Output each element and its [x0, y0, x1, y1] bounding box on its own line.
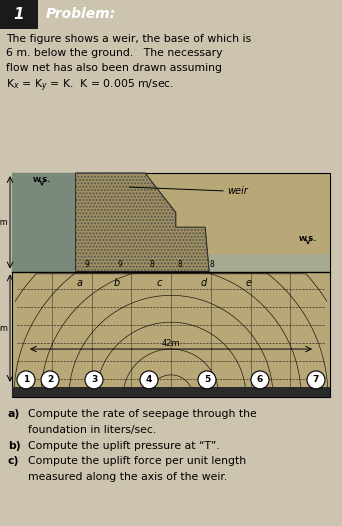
Text: 1: 1: [14, 7, 24, 22]
Circle shape: [251, 371, 269, 389]
Bar: [12, 387, 330, 397]
Text: 2: 2: [47, 376, 53, 385]
Text: The figure shows a weir, the base of which is: The figure shows a weir, the base of whi…: [6, 34, 251, 44]
Circle shape: [85, 371, 103, 389]
Text: c): c): [8, 457, 19, 467]
Circle shape: [41, 371, 59, 389]
Bar: [0, 0, 38, 29]
Text: 6 m. below the ground.   The necessary: 6 m. below the ground. The necessary: [6, 48, 223, 58]
Text: measured along the axis of the weir.: measured along the axis of the weir.: [28, 472, 227, 482]
Text: 3: 3: [91, 376, 97, 385]
Text: 6m: 6m: [0, 323, 8, 332]
Text: Compute the uplift force per unit length: Compute the uplift force per unit length: [28, 457, 246, 467]
Text: Problem:: Problem:: [46, 7, 116, 22]
Circle shape: [198, 371, 216, 389]
Text: e: e: [246, 278, 252, 288]
Text: Compute the uplift pressure at “T”.: Compute the uplift pressure at “T”.: [28, 440, 220, 450]
Text: W.S.: W.S.: [33, 177, 51, 183]
Text: a): a): [8, 409, 20, 419]
Bar: [12, 173, 76, 271]
Text: K$_x$ = K$_y$ = K.  K = 0.005 m/sec.: K$_x$ = K$_y$ = K. K = 0.005 m/sec.: [6, 77, 174, 94]
Text: a: a: [77, 278, 83, 288]
Text: 8: 8: [210, 259, 214, 268]
Polygon shape: [76, 173, 209, 271]
Text: 42m: 42m: [162, 339, 180, 348]
Text: 7: 7: [313, 376, 319, 385]
Text: weir: weir: [227, 186, 248, 196]
Text: foundation in liters/sec.: foundation in liters/sec.: [28, 424, 156, 434]
Circle shape: [17, 371, 35, 389]
Text: H=21m: H=21m: [0, 218, 8, 227]
Text: 9: 9: [118, 259, 122, 268]
Text: 5: 5: [204, 376, 210, 385]
Text: 8: 8: [177, 259, 182, 268]
Circle shape: [307, 371, 325, 389]
Text: Compute the rate of seepage through the: Compute the rate of seepage through the: [28, 409, 257, 419]
Text: c: c: [156, 278, 162, 288]
Text: W.S.: W.S.: [299, 236, 317, 242]
Circle shape: [140, 371, 158, 389]
Text: b: b: [114, 278, 120, 288]
Text: flow net has also been drawn assuming: flow net has also been drawn assuming: [6, 63, 222, 73]
Bar: [12, 173, 330, 397]
Text: 6: 6: [257, 376, 263, 385]
Bar: [209, 254, 330, 271]
Text: 4: 4: [146, 376, 152, 385]
Text: 8: 8: [150, 259, 154, 268]
Text: 1: 1: [23, 376, 29, 385]
Text: 9: 9: [84, 259, 90, 268]
Text: d: d: [201, 278, 207, 288]
Text: b): b): [8, 440, 21, 450]
